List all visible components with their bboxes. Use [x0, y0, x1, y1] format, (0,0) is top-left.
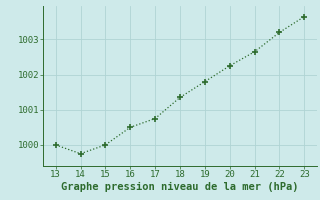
- X-axis label: Graphe pression niveau de la mer (hPa): Graphe pression niveau de la mer (hPa): [61, 182, 299, 192]
